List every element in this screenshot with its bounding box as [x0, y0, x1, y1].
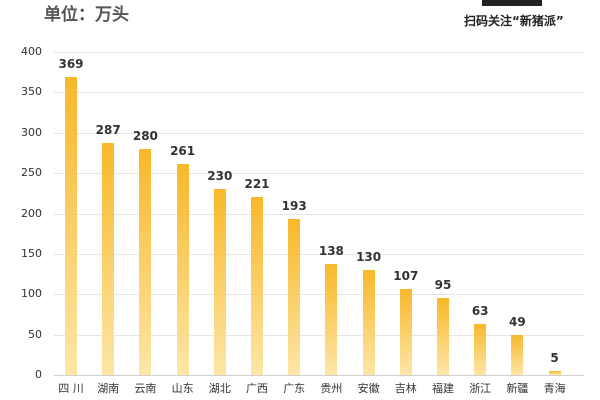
y-tick-label: 400 — [21, 45, 42, 58]
bar — [288, 219, 301, 375]
scan-text: 扫码关注“新猪派” — [464, 14, 564, 28]
y-tick-label: 150 — [21, 246, 42, 260]
category-label: 广东 — [283, 382, 306, 395]
gridline — [54, 92, 584, 94]
value-label: 49 — [509, 315, 526, 330]
y-tick-label: 300 — [21, 125, 42, 139]
value-label: 287 — [95, 123, 121, 138]
value-label: 369 — [58, 57, 84, 72]
value-label: 107 — [393, 268, 419, 283]
bar — [213, 189, 226, 375]
bar — [437, 298, 449, 375]
category-label: 青海 — [543, 382, 566, 395]
category-label: 山东 — [171, 382, 194, 395]
category-label: 浙江 — [469, 382, 492, 395]
category-label: 广西 — [246, 382, 268, 395]
value-label: 63 — [471, 304, 489, 319]
y-tick-label: 350 — [21, 85, 42, 99]
gridline — [54, 52, 584, 53]
bar — [102, 143, 115, 375]
bar — [548, 370, 561, 375]
qr-code — [482, 0, 542, 6]
gridline — [54, 253, 584, 255]
value-label: 5 — [550, 350, 559, 365]
value-label: 230 — [207, 169, 233, 184]
value-label: 138 — [318, 243, 344, 258]
bar — [251, 196, 263, 375]
unit-label: 单位：万头 — [44, 5, 129, 25]
bar — [139, 148, 152, 375]
value-label: 193 — [281, 199, 307, 214]
value-label: 261 — [170, 144, 196, 159]
category-label: 云南 — [134, 382, 157, 395]
category-label: 贵州 — [320, 382, 343, 395]
y-tick-label: 200 — [21, 206, 42, 220]
bar — [511, 335, 524, 375]
y-tick-label: 100 — [21, 287, 42, 301]
category-label: 福建 — [432, 382, 454, 395]
gridline — [54, 213, 584, 215]
bar — [176, 164, 189, 375]
value-label: 280 — [132, 128, 158, 143]
bar — [474, 324, 487, 375]
gridline — [54, 334, 584, 336]
category-label: 吉林 — [394, 382, 417, 395]
y-tick-label: 0 — [35, 368, 42, 381]
x-axis-line — [54, 375, 584, 376]
bar — [65, 77, 77, 375]
bar — [399, 288, 412, 375]
bar — [362, 270, 375, 375]
category-label: 湖北 — [208, 382, 231, 395]
gridline — [54, 294, 584, 296]
y-tick-label: 50 — [28, 327, 42, 341]
gridline — [54, 173, 584, 175]
gridline — [54, 132, 584, 134]
category-label: 湖南 — [97, 382, 120, 395]
category-label: 四 川 — [58, 382, 84, 395]
value-label: 221 — [244, 176, 270, 191]
y-tick-label: 250 — [21, 166, 42, 180]
value-label: 95 — [434, 278, 452, 293]
category-label: 新疆 — [506, 382, 529, 395]
category-label: 安徽 — [357, 382, 380, 395]
bar — [325, 263, 338, 375]
value-label: 130 — [356, 250, 382, 265]
